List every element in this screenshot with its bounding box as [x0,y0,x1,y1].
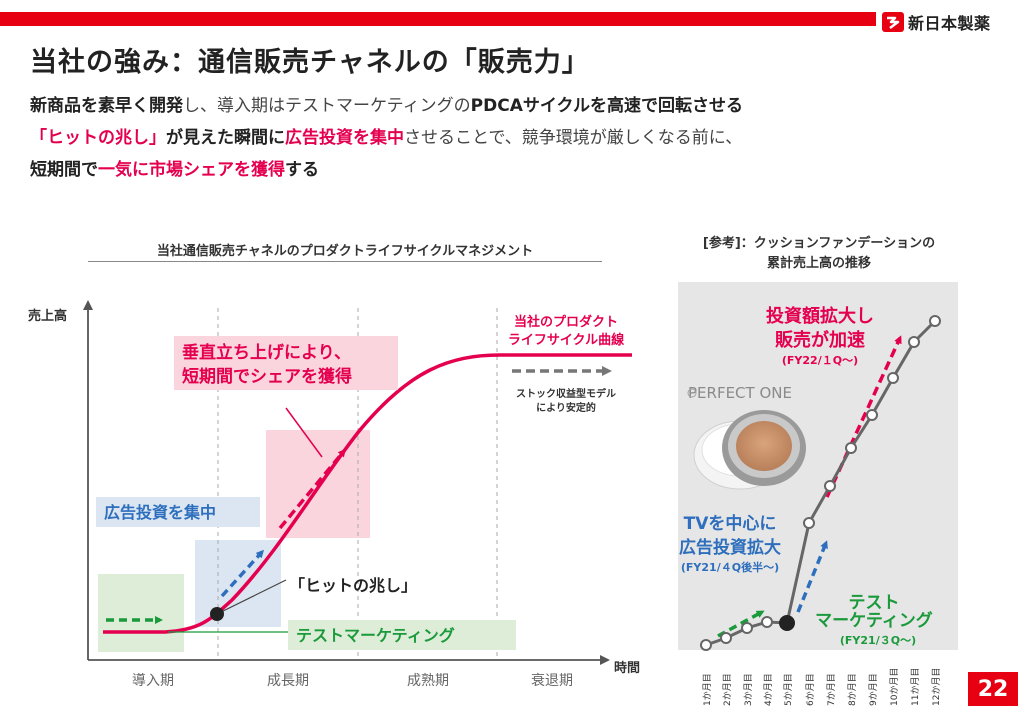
phase-label: 衰退期 [531,672,573,689]
phase-label: 導入期 [132,673,174,689]
tv-label-line-1: TVを中心に [684,513,777,534]
ref-sales-point [887,372,899,384]
curve-label-line-1: 当社のプロダクト [514,314,618,330]
month-label: 8か月目 [847,673,858,706]
intro-text-run: 「ヒットの兆し」 [30,128,166,148]
ad-focus-label-box [96,497,260,527]
brand-text: PERFECT ONE [688,384,792,402]
hit-sign-connector [216,579,287,615]
page-title: 当社の強み：通信販売チャネルの「販売力」 [30,47,590,78]
intro-text-run: 一気に市場シェアを獲得 [98,160,285,180]
intro-text-run: させることで、競争環境が厳しくなる前に、 [404,128,743,148]
ref-sales-point [908,336,920,348]
month-label: 5か月目 [783,673,794,706]
brand-mark-icon [687,388,697,398]
stock-model-label-line-1: ストック収益型モデル [516,387,616,400]
reference-title: [参考]：クッションファンデーションの 累計売上高の推移 [674,234,964,274]
vertical-rise-label-line-1: 垂直立ち上げにより、 [182,342,351,363]
month-label: 3か月目 [743,673,754,706]
ref-sales-point [720,632,732,644]
month-labels: 1か月目 2か月目 3か月目 4か月目 5か月目 6か月目 7か月目 8か月目 9か月目 10か月… [702,668,942,706]
ref-sales-point [741,622,753,634]
ref-sales-point [929,315,941,327]
ad-focus-arrow [220,549,265,598]
expansion-label-line-1: 投資額拡大し [766,305,874,327]
ref-sales-point [866,409,878,421]
expansion-period: (FY22/１Q～) [782,354,858,367]
product-image [693,410,806,490]
ref-sales-point [761,616,773,628]
hit-sign-label: 「ヒットの兆し」 [289,576,417,595]
intro-text: 新商品を素早く開発し、導入期はテストマーケティングのPDCAサイクルを高速で回転… [30,90,743,186]
intro-text-run: する [285,160,319,180]
reference-title-line-2: 累計売上高の推移 [766,256,871,271]
tv-label-line-2: 広告投資拡大 [679,537,781,558]
ref-test-label-line-2: マーケティング [815,610,933,631]
ref-test-start-point [779,615,795,631]
ref-sales-point [803,517,815,529]
month-label: 10か月目 [889,668,900,706]
intro-text-run: PDCAサイクルを高速で回転させる [470,96,743,116]
intro-text-run: が見えた瞬間に [166,128,285,148]
x-axis-label: 時間 [614,660,640,676]
vertical-rise-label-line-2: 短期間でシェアを獲得 [182,366,352,387]
intro-line-3: 短期間で一気に市場シェアを獲得する [30,154,743,186]
test-marketing-label-box [288,620,516,650]
phase-label: 成長期 [267,673,309,689]
reference-sales-chart [700,315,941,651]
month-label: 2か月目 [722,673,733,706]
vertical-rise-arrow [278,448,346,530]
month-label: 4か月目 [763,673,774,706]
vertical-rise-connector [285,407,323,458]
company-logo-text: 新日本製薬 [908,14,991,33]
test-phase-box [98,574,184,652]
ref-sales-point [845,442,857,454]
logo-mark-icon [882,12,904,32]
lifecycle-diagram-title: 当社通信販売チャネルのプロダクトライフサイクルマネジメント [156,244,534,259]
intro-text-run: 新商品を素早く開発 [30,96,183,116]
y-axis-label: 売上高 [28,308,67,324]
intro-line-2: 「ヒットの兆し」が見えた瞬間に広告投資を集中させることで、競争環境が厳しくなる前… [30,122,743,154]
lifecycle-curve [103,353,632,634]
ad-focus-box [195,540,281,627]
month-label: 7か月目 [826,673,837,706]
ref-test-arrow [717,610,765,638]
month-label: 12か月目 [931,668,942,706]
ref-test-period: (FY21/３Q～) [840,634,916,647]
month-label: 11か月目 [910,668,921,706]
ref-sales-point [700,639,712,651]
month-label: 1か月目 [702,673,713,706]
month-label: 6か月目 [805,673,816,706]
intro-text-run: 短期間で [30,160,98,180]
header-accent-bar [0,12,876,26]
intro-text-run: し、導入期はテストマーケティングの [183,96,471,116]
test-marketing-label: テストマーケティング [296,626,455,645]
ref-test-label-line-1: テスト [849,593,900,613]
reference-title-line-1: [参考]：クッションファンデーションの [702,236,936,251]
intro-line-1: 新商品を素早く開発し、導入期はテストマーケティングのPDCAサイクルを高速で回転… [30,90,743,122]
ref-sales-point [824,480,836,492]
intro-text-run: 広告投資を集中 [285,128,404,148]
curve-label-line-2: ライフサイクル曲線 [508,332,625,348]
ad-focus-label: 広告投資を集中 [104,503,216,522]
phase-label: 成熟期 [407,673,449,689]
expansion-label-line-2: 販売が加速 [775,329,865,351]
company-logo: 新日本製薬 [882,10,991,34]
page-number: 22 [968,672,1018,706]
tv-period: (FY21/４Q後半～) [681,560,779,574]
hit-sign-point [210,607,224,621]
vertical-rise-label-box [174,336,398,390]
diagram-title-rule [88,261,602,262]
stock-model-label-line-2: により安定的 [536,401,596,414]
month-label: 9か月目 [868,673,879,706]
